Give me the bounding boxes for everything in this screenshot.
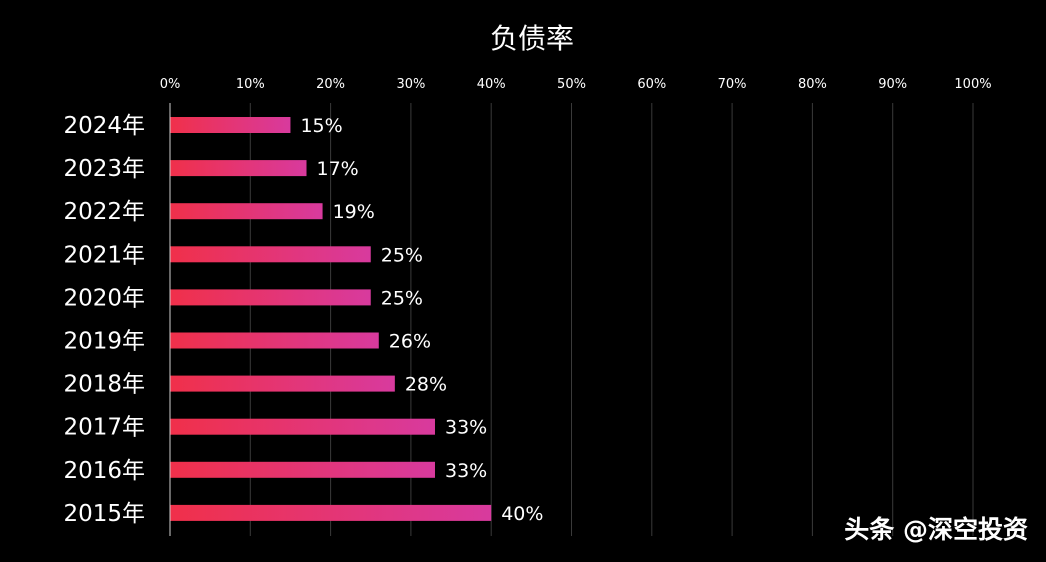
bar [170,461,435,478]
data-label: 15% [300,115,342,137]
bars [170,117,492,521]
data-label: 28% [405,374,447,396]
category-label: 2018年 [63,372,145,398]
category-label: 2016年 [63,458,145,484]
data-label: 25% [381,244,423,266]
x-tick-label: 60% [637,77,666,92]
x-tick-label: 0% [160,77,181,92]
x-tick-label: 40% [477,77,506,92]
data-label: 17% [317,158,359,180]
category-label: 2022年 [63,199,145,225]
x-tick-label: 30% [396,77,425,92]
category-label: 2017年 [63,415,145,441]
category-label: 2024年 [63,113,145,139]
x-tick-label: 100% [954,77,991,92]
data-label: 19% [333,201,375,223]
data-label: 40% [501,503,543,525]
data-label: 25% [381,287,423,309]
bar [170,160,307,177]
category-label: 2015年 [63,501,145,527]
category-label: 2023年 [63,156,145,182]
data-label: 33% [445,417,487,439]
data-label: 26% [389,331,431,353]
watermark: 头条 @深空投资 [844,515,1028,544]
x-tick-label: 20% [316,77,345,92]
bar [170,375,395,392]
bar [170,504,492,521]
bar [170,246,371,263]
bar [170,117,291,133]
category-label: 2019年 [63,329,145,355]
bar [170,289,371,306]
category-labels: 15% 2024年 17% 2023年 19% 2022年 25% 2021年 25% 2020年… [63,113,543,527]
data-label: 33% [445,460,487,482]
chart-title: 负债率 [490,22,574,55]
x-tick-label: 80% [798,77,827,92]
bar [170,332,379,349]
x-tick-label: 50% [557,77,586,92]
category-label: 2021年 [63,242,145,268]
bar [170,418,435,435]
x-tick-label: 90% [878,77,907,92]
x-axis-ticks: 0% 10% 20% 30% 40% 50% 60% 70% 80% 90% 100% [160,77,992,92]
x-tick-label: 70% [718,77,747,92]
x-tick-label: 10% [236,77,265,92]
bar [170,203,323,220]
grid [249,103,974,536]
category-label: 2020年 [63,285,145,311]
